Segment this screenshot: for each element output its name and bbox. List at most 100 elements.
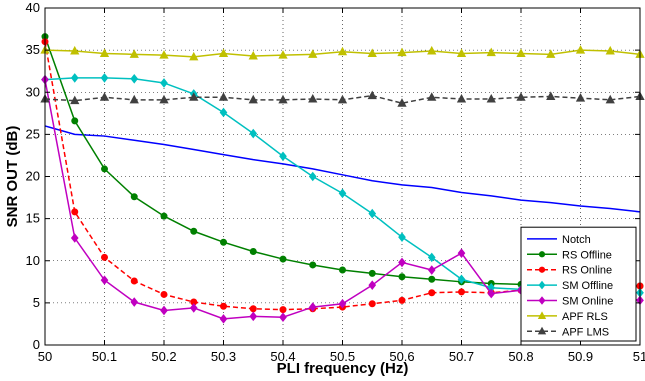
data-point-marker — [367, 90, 377, 100]
x-tick-label: 50.2 — [151, 349, 176, 364]
data-point-marker — [70, 73, 79, 83]
data-point-marker — [546, 49, 556, 58]
data-point-marker — [538, 296, 546, 305]
data-point-marker — [537, 311, 547, 320]
x-tick-label: 51 — [633, 349, 645, 364]
data-point-marker — [249, 247, 257, 255]
data-point-marker — [308, 171, 317, 182]
data-point-marker — [427, 252, 436, 263]
data-point-marker — [546, 91, 556, 100]
data-point-marker — [575, 93, 586, 102]
legend-label: Notch — [562, 234, 591, 246]
data-point-marker — [456, 93, 467, 103]
legend-item: SM Offline — [527, 280, 613, 292]
data-point-marker — [537, 326, 547, 335]
data-point-marker — [486, 93, 496, 103]
data-point-marker — [130, 193, 138, 201]
data-point-marker — [538, 266, 546, 273]
data-point-marker — [219, 314, 228, 324]
data-point-marker — [398, 257, 406, 268]
data-point-marker — [279, 255, 287, 263]
data-point-marker — [427, 265, 436, 275]
data-point-marker — [189, 51, 199, 61]
data-point-marker — [101, 165, 108, 173]
data-point-marker — [605, 45, 615, 55]
data-point-marker — [218, 48, 229, 57]
data-point-marker — [337, 46, 348, 56]
y-tick-label: 15 — [26, 211, 40, 226]
legend-label: APF RLS — [562, 311, 608, 323]
legend-item: SM Online — [527, 296, 613, 308]
series-line — [44, 41, 641, 311]
y-tick-label: 25 — [26, 126, 40, 141]
data-point-marker — [99, 92, 110, 101]
legend-label: APF LMS — [562, 326, 609, 338]
x-tick-label: 50.7 — [449, 349, 474, 364]
data-point-marker — [457, 248, 466, 258]
data-point-marker — [189, 92, 199, 101]
data-point-marker — [159, 50, 169, 59]
data-point-marker — [427, 45, 437, 55]
data-point-marker — [368, 269, 376, 277]
data-point-marker — [159, 94, 169, 104]
data-point-marker — [189, 303, 198, 313]
data-point-marker — [249, 311, 258, 322]
data-point-marker — [129, 49, 139, 58]
x-axis-label: PLI frequency (Hz) — [277, 360, 409, 377]
x-tick-label: 50.4 — [270, 349, 295, 364]
data-point-marker — [218, 92, 229, 101]
data-point-marker — [278, 94, 288, 104]
data-point-marker — [248, 94, 258, 104]
legend-item: APF LMS — [527, 326, 609, 338]
data-point-marker — [70, 233, 79, 243]
y-tick-label: 20 — [26, 169, 40, 184]
y-tick-label: 35 — [26, 42, 40, 57]
x-tick-label: 50.6 — [389, 349, 414, 364]
y-tick-label: 30 — [26, 84, 40, 99]
data-point-marker — [278, 50, 288, 59]
data-point-marker — [101, 253, 108, 261]
data-point-marker — [160, 290, 168, 298]
data-point-marker — [249, 128, 258, 139]
series-apf-rls — [40, 45, 645, 61]
data-point-marker — [486, 47, 496, 57]
x-tick-label: 50.9 — [568, 349, 593, 364]
data-point-marker — [368, 280, 377, 290]
data-point-marker — [279, 151, 287, 162]
legend: Notch RS Offline RS Online SM Offline SM Onl… — [520, 226, 637, 342]
data-point-marker — [457, 274, 466, 285]
data-point-marker — [71, 117, 79, 125]
data-point-marker — [219, 107, 228, 118]
data-point-marker — [160, 78, 168, 88]
y-tick-label: 5 — [33, 295, 40, 310]
data-point-marker — [397, 98, 407, 107]
data-point-marker — [398, 273, 406, 281]
legend-label: RS Online — [562, 265, 612, 277]
legend-label: SM Offline — [562, 280, 613, 292]
axis-ticks: 50 50.1 50.2 50.3 50.4 50.5 50.6 50.7 50.8 50.9 51… — [26, 0, 645, 364]
data-point-marker — [99, 48, 110, 57]
data-point-marker — [397, 47, 407, 57]
data-point-marker — [538, 251, 546, 258]
data-point-marker — [339, 266, 346, 274]
data-point-marker — [308, 49, 318, 58]
data-point-marker — [538, 280, 546, 290]
series-line — [44, 125, 641, 213]
data-point-marker — [160, 305, 168, 316]
data-point-marker — [398, 232, 406, 242]
data-point-marker — [308, 302, 317, 312]
y-axis-label: SNR OUT (dB) — [4, 126, 21, 228]
legend-item: APF RLS — [527, 311, 608, 323]
data-point-marker — [308, 93, 318, 103]
x-tick-label: 50.8 — [508, 349, 533, 364]
series-notch — [44, 125, 641, 213]
data-point-marker — [368, 300, 376, 308]
data-point-marker — [248, 50, 258, 60]
x-tick-label: 50.5 — [330, 349, 355, 364]
data-point-marker — [456, 48, 467, 57]
data-point-marker — [130, 277, 138, 285]
grid-lines — [45, 8, 640, 345]
data-point-marker — [100, 275, 109, 285]
data-point-marker — [367, 48, 377, 57]
series-apf-lms — [40, 90, 645, 107]
